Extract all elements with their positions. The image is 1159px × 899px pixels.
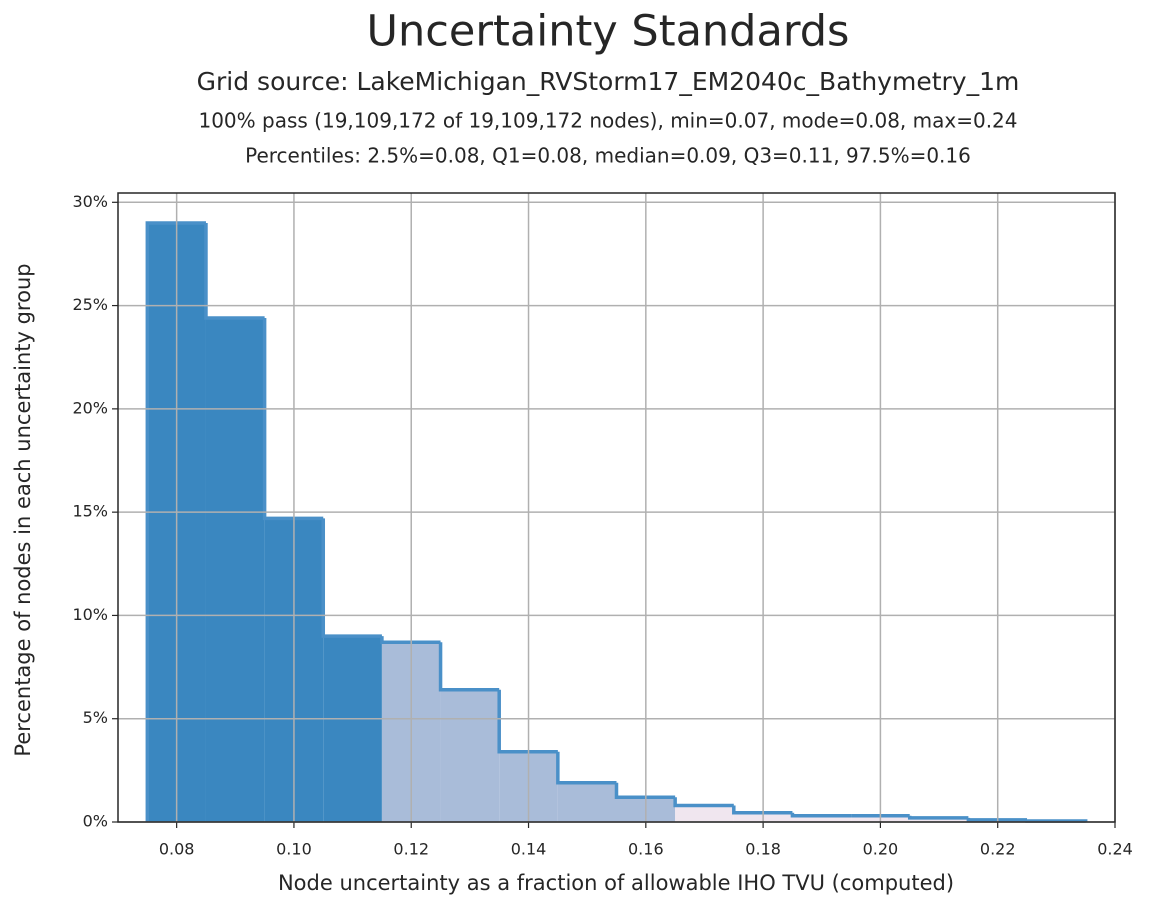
bar xyxy=(440,689,500,822)
bar-outline xyxy=(497,689,558,754)
bar-outline xyxy=(145,221,206,822)
chart-subtitle: Grid source: LakeMichigan_RVStorm17_EM20… xyxy=(197,67,1020,96)
y-tick-label: 30% xyxy=(72,192,108,211)
bar-outline xyxy=(262,317,324,521)
bar xyxy=(792,815,852,822)
bar xyxy=(205,317,265,822)
bar-outline xyxy=(380,636,441,645)
chart-subtitle: 100% pass (19,109,172 of 19,109,172 node… xyxy=(198,109,1017,133)
x-tick-label: 0.08 xyxy=(159,840,195,859)
y-tick-label: 25% xyxy=(72,295,108,314)
y-tick-label: 15% xyxy=(72,502,108,521)
bar-outline xyxy=(438,642,500,692)
bar-outline xyxy=(732,805,793,815)
bar-outline xyxy=(556,751,617,785)
bar-outline xyxy=(204,222,265,320)
bar xyxy=(557,782,617,822)
y-tick-label: 10% xyxy=(72,605,108,624)
x-tick-label: 0.16 xyxy=(628,840,664,859)
bar xyxy=(323,636,382,822)
bar-outline xyxy=(321,518,382,638)
x-axis-label: Node uncertainty as a fraction of allowa… xyxy=(278,871,954,895)
chart-subtitle: Percentiles: 2.5%=0.08, Q1=0.08, median=… xyxy=(245,144,971,168)
x-tick-label: 0.18 xyxy=(745,840,781,859)
x-tick-label: 0.20 xyxy=(863,840,899,859)
bar-outline xyxy=(966,817,1028,822)
x-tick-label: 0.12 xyxy=(393,840,429,859)
chart-title: Uncertainty Standards xyxy=(367,7,850,57)
y-tick-label: 5% xyxy=(83,708,108,727)
bar-outline xyxy=(614,782,676,799)
bar-outline xyxy=(907,815,969,820)
x-tick-label: 0.14 xyxy=(511,840,547,859)
bar-outline xyxy=(673,797,734,808)
bar xyxy=(909,817,969,822)
x-tick-label: 0.24 xyxy=(1097,840,1133,859)
bar-outline xyxy=(790,812,852,818)
y-tick-label: 0% xyxy=(83,812,108,831)
x-tick-label: 0.22 xyxy=(980,840,1016,859)
bar xyxy=(675,805,734,822)
x-tick-label: 0.10 xyxy=(276,840,312,859)
y-axis-label: Percentage of nodes in each uncertainty … xyxy=(11,263,35,756)
plot-frame xyxy=(117,192,1116,823)
y-tick-label: 20% xyxy=(72,398,108,417)
